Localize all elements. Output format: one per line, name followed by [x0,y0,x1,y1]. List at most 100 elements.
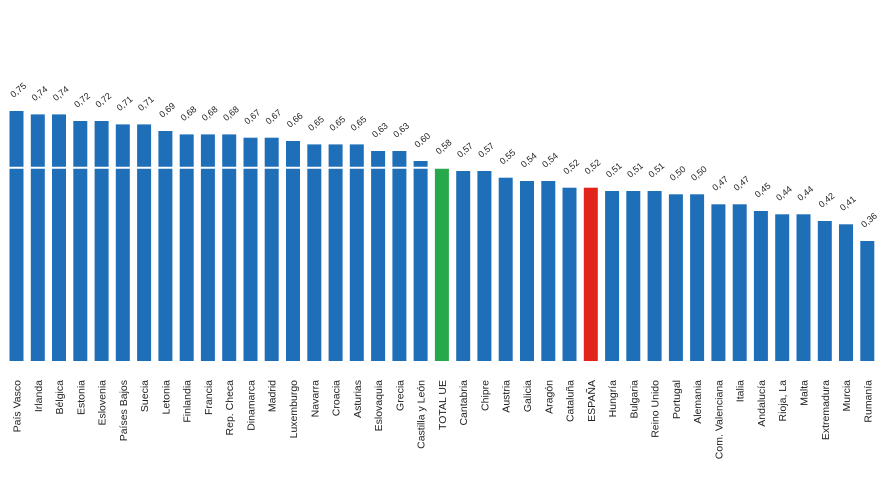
category-label-com-valenciana: Com. Valenciana [713,380,725,459]
value-label-eslovenia: 0,72 [93,91,113,110]
value-label-italia: 0,47 [732,174,752,193]
category-label-irlanda: Irlanda [33,380,45,412]
bar-belgica [52,114,66,362]
bar-finlandia [179,134,194,361]
value-label-cantabria: 0,57 [455,141,475,160]
bar-dinamarca [243,137,258,361]
value-label-letonia: 0,69 [157,101,177,120]
category-label-grecia: Grecia [394,380,406,411]
value-label-belgica: 0,74 [51,84,71,103]
category-label-bulgaria: Bulgaria [628,380,640,419]
bar-espana [583,187,598,361]
category-label-italia: Italia [735,380,747,402]
category-label-finlandia: Finlandia [182,380,194,423]
bar-cataluna [562,187,577,361]
value-label-malta: 0,44 [795,184,815,203]
bar-paises-bajos [115,124,130,362]
value-label-finlandia: 0,68 [179,104,199,123]
value-label-galicia: 0,54 [519,151,539,170]
bar-andalucia [753,211,768,361]
category-label-dinamarca: Dinamarca [246,380,258,431]
category-label-malta: Malta [799,380,811,406]
bar-suecia [137,124,152,362]
category-label-espana: ESPAÑA [585,380,598,422]
bar-irlanda [30,114,45,362]
bar-letonia [158,131,173,361]
category-label-chipre: Chipre [479,380,491,411]
value-label-aragon: 0,54 [540,151,560,170]
category-label-rep-checa: Rep. Checa [224,380,236,436]
value-label-chipre: 0,57 [476,141,496,160]
bar-estonia [73,121,88,361]
bar-austria [498,177,513,361]
value-label-paises-bajos: 0,71 [115,94,135,113]
bar-alemania [690,194,705,361]
category-label-madrid: Madrid [267,380,279,412]
value-label-rioja-la: 0,44 [774,184,794,203]
bar-portugal [668,194,683,361]
bar-hungria [605,191,620,361]
bar-croacia [328,144,343,361]
value-label-irlanda: 0,74 [30,84,50,103]
value-label-estonia: 0,72 [72,91,92,110]
value-label-rep-checa: 0,68 [221,104,241,123]
category-label-pais-vasco: País Vasco [12,380,24,432]
value-label-espana: 0,52 [583,157,603,176]
bar-extremadura [817,221,832,361]
bar-chipre [477,171,492,361]
value-label-extremadura: 0,42 [817,191,837,210]
bar-eslovaquia [371,151,386,361]
category-label-francia: Francia [203,380,215,415]
category-label-aragon: Aragón [543,380,555,414]
value-label-suecia: 0,71 [136,94,156,113]
value-label-castilla-y-leon: 0,60 [412,131,432,150]
value-label-bulgaria: 0,51 [625,161,645,180]
category-label-estonia: Estonia [75,380,87,415]
value-label-total-ue: 0,58 [434,137,454,156]
category-label-galicia: Galicia [522,380,534,412]
category-label-hungria: Hungría [607,380,619,418]
category-label-rumania: Rumanía [862,380,874,423]
bar-navarra [307,144,322,361]
category-label-cataluna: Cataluña [565,380,577,422]
category-label-austria: Austria [501,380,513,413]
category-label-eslovenia: Eslovenia [97,380,109,426]
bar-grecia [392,151,407,361]
category-labels-group: País Vasco Irlanda Bélgica Estonia Eslovenia… [12,380,875,459]
category-label-croacia: Croacia [331,380,343,416]
bar-total-ue [434,167,449,361]
category-label-rioja-la: Rioja, La [777,380,789,422]
value-label-austria: 0,55 [498,147,518,166]
category-label-belgica: Bélgica [54,380,66,415]
bar-madrid [264,137,279,361]
value-label-com-valenciana: 0,47 [710,174,730,193]
category-label-luxemburgo: Luxemburgo [288,380,300,439]
value-label-francia: 0,68 [200,104,220,123]
category-label-cantabria: Cantabria [458,380,470,426]
value-label-asturias: 0,65 [349,114,369,133]
category-label-suecia: Suecia [139,380,151,412]
value-label-hungria: 0,51 [604,161,624,180]
value-label-reino-unido: 0,51 [646,161,666,180]
category-label-eslovaquia: Eslovaquia [373,380,385,432]
category-label-castilla-y-leon: Castilla y León [416,380,428,449]
bar-murcia [839,224,853,361]
value-label-rumania: 0,36 [859,211,879,230]
category-label-navarra: Navarra [309,380,321,418]
category-label-alemania: Alemania [692,380,704,424]
category-label-extremadura: Extremadura [820,380,832,440]
value-label-madrid: 0,67 [264,107,284,126]
bar-galicia [520,181,534,361]
bars-group [9,111,875,362]
category-label-reino-unido: Reino Unido [650,380,662,438]
bar-pais-vasco [9,111,24,361]
bar-cantabria [456,171,471,361]
category-label-murcia: Murcia [841,380,853,412]
category-label-total-ue: TOTAL UE [437,380,449,430]
category-label-asturias: Asturias [352,380,364,418]
category-label-paises-bajos: Países Bajos [118,380,130,441]
bar-eslovenia [94,121,109,361]
value-label-pais-vasco: 0,75 [8,81,28,100]
bar-malta [796,214,811,361]
